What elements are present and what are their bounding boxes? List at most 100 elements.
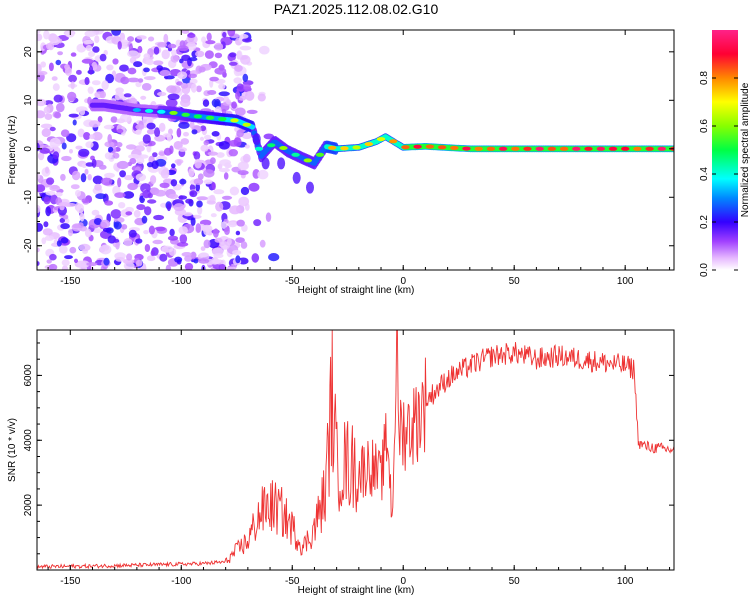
noise-blob: [44, 235, 55, 241]
spectrogram-image: [37, 30, 674, 270]
noise-blob: [229, 205, 241, 215]
noise-blob: [199, 136, 205, 141]
noise-blob: [126, 253, 133, 261]
snr-ylabel: SNR (10 * v/v): [7, 418, 18, 482]
side-lobe: [261, 157, 270, 170]
noise-blob: [161, 245, 174, 253]
noise-blob: [80, 173, 87, 183]
noise-blob: [52, 151, 60, 160]
noise-blob: [37, 184, 46, 193]
noise-blob: [43, 196, 51, 205]
ridge-core: [144, 108, 154, 113]
noise-blob: [127, 36, 135, 42]
noise-blob: [209, 194, 216, 202]
noise-blob: [225, 99, 231, 105]
side-lobe: [252, 133, 261, 146]
ridge-core: [621, 146, 630, 151]
noise-blob: [83, 132, 91, 140]
noise-blob: [176, 242, 189, 247]
noise-blob: [61, 142, 67, 150]
noise-blob: [163, 133, 171, 138]
noise-blob: [235, 107, 246, 116]
noise-blob: [55, 59, 62, 66]
noise-blob: [57, 51, 63, 56]
colorbar-tick-label: 0.6: [699, 119, 710, 133]
noise-blob: [99, 53, 107, 62]
noise-blob: [196, 200, 203, 208]
noise-blob: [163, 33, 169, 44]
noise-blob: [125, 211, 133, 216]
noise-blob: [106, 64, 114, 71]
noise-blob: [235, 237, 245, 244]
noise-blob: [148, 36, 155, 42]
ridge-core: [279, 146, 288, 150]
noise-blob: [265, 212, 272, 222]
y-tick-label: 2000: [23, 494, 34, 517]
noise-blob: [195, 50, 205, 58]
noise-blob: [218, 91, 230, 97]
noise-blob: [37, 173, 41, 180]
x-tick-label: 100: [617, 276, 634, 287]
noise-blob: [104, 172, 115, 178]
noise-blob: [37, 30, 41, 34]
noise-blob: [178, 195, 188, 200]
noise-blob: [43, 106, 51, 114]
noise-blob: [60, 223, 70, 230]
noise-blob: [78, 243, 91, 252]
noise-blob: [238, 95, 247, 101]
noise-blob: [166, 203, 171, 212]
noise-blob: [118, 202, 126, 209]
noise-blob: [232, 249, 242, 256]
noise-blob: [156, 65, 163, 71]
noise-blob: [142, 134, 151, 144]
ridge-core: [437, 145, 447, 150]
x-tick-label: -100: [171, 576, 191, 587]
noise-blob: [45, 191, 56, 196]
noise-blob: [52, 83, 60, 91]
ridge-core: [657, 146, 666, 151]
x-tick-label: 50: [509, 276, 521, 287]
noise-blob: [234, 64, 243, 72]
noise-blob: [76, 69, 82, 75]
spectrogram-xlabel: Height of straight line (km): [298, 285, 415, 296]
snr-line: [37, 330, 674, 570]
ridge-core: [450, 145, 459, 150]
noise-blob: [176, 159, 182, 166]
noise-blob: [134, 145, 145, 152]
noise-blob: [70, 184, 80, 190]
noise-blob: [37, 261, 40, 266]
noise-blob: [75, 189, 81, 197]
noise-blob: [173, 203, 185, 212]
noise-blob: [111, 30, 121, 36]
noise-blob: [84, 77, 90, 85]
noise-blob: [37, 151, 45, 161]
ridge-core: [474, 146, 483, 151]
noise-blob: [103, 49, 108, 56]
noise-blob: [259, 45, 270, 55]
noise-blob: [166, 85, 177, 94]
noise-blob: [49, 137, 61, 148]
noise-blob: [92, 175, 104, 185]
noise-blob: [92, 228, 103, 234]
noise-blob: [168, 193, 179, 199]
colorbar: 0.0 0.2 0.4 0.6 0.8 Normalized spectral ampl…: [699, 30, 750, 277]
noise-blob: [207, 90, 217, 95]
noise-blob: [61, 265, 69, 270]
noise-blob: [187, 33, 196, 38]
colorbar-ticks: 0.0 0.2 0.4 0.6 0.8: [699, 71, 738, 277]
ridge-core: [132, 108, 142, 112]
noise-blob: [133, 209, 141, 218]
noise-blob: [207, 151, 218, 156]
noise-blob: [211, 131, 220, 137]
ridge-core: [315, 152, 325, 157]
noise-blob: [41, 237, 47, 245]
noise-blob: [213, 228, 219, 238]
noise-blob: [218, 141, 230, 150]
ridge-mid: [249, 124, 256, 130]
x-tick-label: 100: [617, 576, 634, 587]
noise-blob: [135, 81, 142, 88]
noise-blob: [114, 192, 126, 199]
noise-blob: [190, 217, 196, 226]
noise-blob: [167, 43, 177, 49]
noise-blob: [237, 161, 249, 171]
